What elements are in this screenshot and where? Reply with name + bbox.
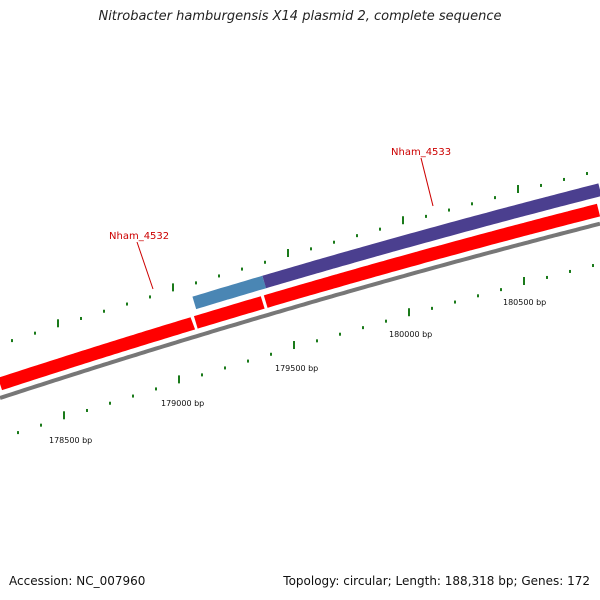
cds-segment bbox=[0, 317, 196, 391]
cds-segment bbox=[263, 203, 600, 308]
bp-position-label: 180500 bp bbox=[503, 298, 546, 307]
bp-position-label: 179500 bp bbox=[275, 364, 318, 373]
accession-text: Accession: NC_007960 bbox=[9, 574, 146, 588]
bp-position-label: 179000 bp bbox=[161, 399, 204, 408]
label-layer: Nham_4532 Nham_4533 178500 bp 179000 bp … bbox=[49, 147, 546, 445]
tick-marks bbox=[11, 172, 594, 435]
bp-position-label: 178500 bp bbox=[49, 436, 92, 445]
sequence-summary: Topology: circular; Length: 188,318 bp; … bbox=[283, 574, 590, 588]
gene-segment bbox=[262, 183, 600, 289]
gene-label-leader bbox=[136, 241, 154, 290]
bp-position-label: 180000 bp bbox=[389, 330, 432, 339]
gene-segment bbox=[192, 275, 267, 310]
gene-label-leader bbox=[420, 157, 434, 207]
map-title: Nitrobacter hamburgensis X14 plasmid 2, … bbox=[98, 9, 502, 24]
backbone-layer bbox=[0, 221, 600, 400]
gene-label: Nham_4532 bbox=[109, 231, 169, 242]
gene-label: Nham_4533 bbox=[391, 147, 451, 158]
gene-track bbox=[192, 183, 600, 310]
backbone-circle bbox=[0, 221, 600, 400]
cds-track bbox=[0, 203, 600, 391]
cds-segment bbox=[193, 296, 265, 329]
